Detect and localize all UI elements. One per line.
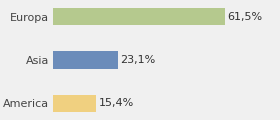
Text: 15,4%: 15,4% <box>99 98 134 108</box>
Bar <box>53 51 118 69</box>
Bar <box>53 8 225 25</box>
Bar <box>53 95 96 112</box>
Text: 23,1%: 23,1% <box>120 55 155 65</box>
Text: 61,5%: 61,5% <box>228 12 263 22</box>
